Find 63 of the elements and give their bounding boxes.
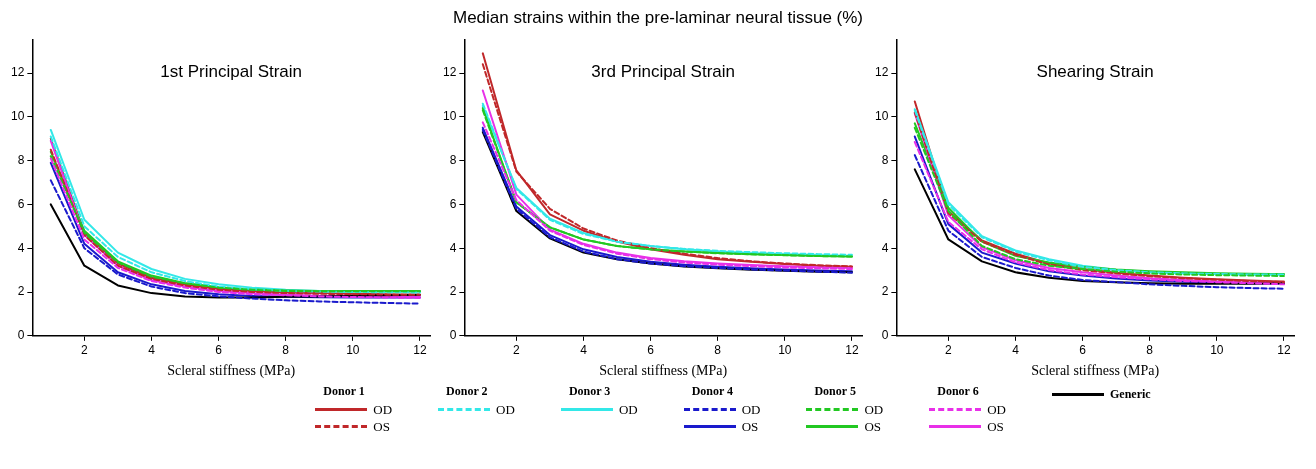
y-tick-label: 0 (17, 328, 25, 343)
y-tick-label: 2 (17, 284, 25, 299)
y-tick-label: 6 (881, 196, 889, 211)
x-tick-label: 4 (1012, 343, 1020, 358)
y-tick-label: 8 (449, 152, 457, 167)
text: Donor 1 (323, 384, 365, 399)
x-tick-label: 8 (1146, 343, 1154, 358)
y-tick-label: 0 (881, 328, 889, 343)
y-tick-label: 6 (449, 196, 457, 211)
text: 1st Principal Strain (160, 61, 303, 81)
y-tick-label: 12 (442, 65, 457, 80)
x-tick-label: 8 (714, 343, 722, 358)
x-tick-label: 6 (1079, 343, 1087, 358)
x-tick-label: 12 (1277, 343, 1291, 358)
x-tick-label: 12 (413, 343, 427, 358)
legend-label: OD (741, 401, 761, 418)
legend-label: OD (496, 401, 515, 418)
y-tick-label: 4 (17, 240, 25, 255)
legend-label: OS (741, 418, 759, 435)
text: Donor 4 (691, 384, 734, 399)
x-axis-title: Scleral stiffness (MPa) (1031, 363, 1160, 380)
y-tick-label: 4 (449, 240, 457, 255)
x-tick-label: 10 (778, 343, 792, 358)
x-tick-label: 6 (215, 343, 223, 358)
x-tick-label: 2 (81, 343, 89, 358)
y-tick-label: 10 (874, 109, 889, 124)
text: Donor 3 (568, 384, 611, 399)
x-tick-label: 4 (580, 343, 588, 358)
x-tick-label: 8 (282, 343, 290, 358)
text: Donor 6 (937, 384, 979, 399)
y-tick-label: 2 (881, 284, 889, 299)
x-tick-label: 6 (647, 343, 655, 358)
y-tick-label: 6 (17, 196, 25, 211)
text: Median strains within the pre-laminar neural tissue (%) (452, 8, 864, 27)
y-tick-label: 8 (17, 152, 25, 167)
y-tick-label: 10 (10, 109, 25, 124)
legend-label: OD (987, 401, 1007, 418)
y-tick-label: 2 (449, 284, 457, 299)
y-tick-label: 12 (10, 65, 25, 80)
text: Donor 2 (446, 384, 488, 399)
y-tick-label: 4 (881, 240, 889, 255)
y-tick-label: 0 (449, 328, 457, 343)
x-tick-label: 2 (513, 343, 521, 358)
x-axis-title: Scleral stiffness (MPa) (167, 363, 296, 380)
x-tick-label: 4 (148, 343, 156, 358)
legend-label: OS (864, 418, 882, 435)
x-tick-label: 2 (945, 343, 953, 358)
x-tick-label: 10 (346, 343, 360, 358)
y-tick-label: 10 (442, 109, 457, 124)
text: Shearing Strain (1036, 61, 1154, 81)
y-tick-label: 8 (881, 152, 889, 167)
legend-label: OD (864, 401, 884, 418)
y-tick-label: 12 (874, 65, 889, 80)
text: 3rd Principal Strain (591, 61, 735, 81)
x-tick-label: 12 (845, 343, 859, 358)
legend-label: OD (618, 401, 638, 418)
x-tick-label: 10 (1210, 343, 1224, 358)
legend-label: OS (987, 418, 1004, 435)
x-axis-title: Scleral stiffness (MPa) (599, 363, 728, 380)
legend-label: OS (373, 418, 390, 435)
legend-label: Generic (1110, 387, 1151, 402)
text: Donor 5 (814, 384, 856, 399)
legend-label: OD (373, 401, 393, 418)
